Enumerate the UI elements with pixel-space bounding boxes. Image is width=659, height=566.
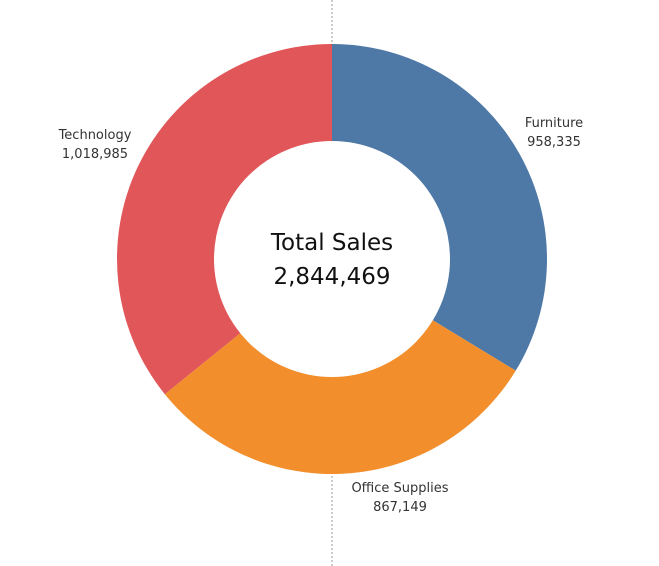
- slice-label-furniture: Furniture: [525, 116, 583, 131]
- slice-value-office-supplies: 867,149: [373, 500, 427, 515]
- slice-label-office-supplies: Office Supplies: [351, 481, 448, 496]
- center-title: Total Sales: [270, 230, 393, 256]
- slice-labels: Furniture 958,335 Office Supplies 867,149 Te…: [58, 116, 584, 515]
- center-total-value: 2,844,469: [273, 264, 390, 290]
- donut-hole: [214, 141, 450, 377]
- slice-value-furniture: 958,335: [527, 135, 581, 150]
- slice-label-technology: Technology: [58, 128, 132, 143]
- slice-value-technology: 1,018,985: [62, 147, 128, 162]
